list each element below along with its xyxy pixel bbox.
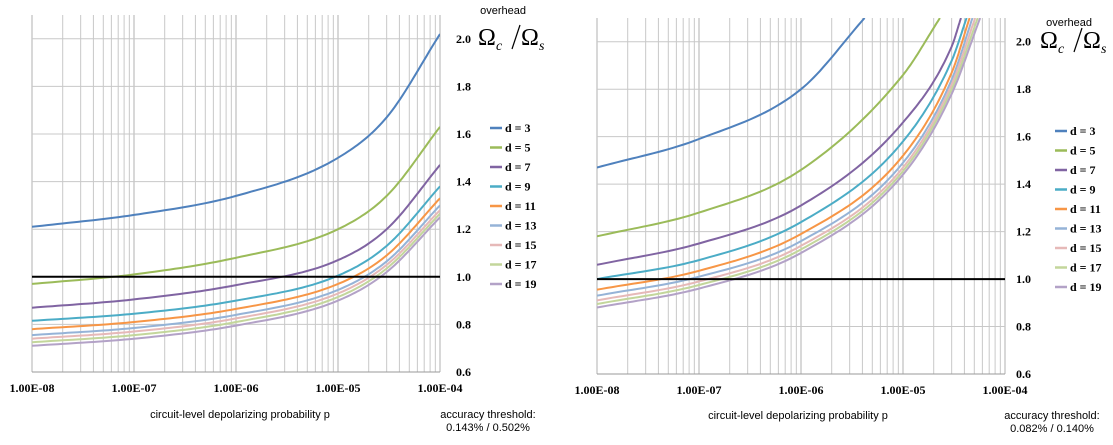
chart-panel-1: 0.6 0.8 1.0 1.2 1.4 1.6 1.8 2.0 1.00E-08 1.00E-07…: [10, 5, 546, 434]
omega-c-symbol: Ω: [478, 25, 496, 51]
threshold-label: accuracy threshold:: [1004, 410, 1099, 422]
series-line-d9: [597, 18, 968, 281]
y-tick-label: 1.8: [456, 79, 471, 93]
x-tick-label: 1.00E-08: [10, 381, 55, 395]
fraction-slash: [511, 24, 521, 50]
series-line-d13: [597, 18, 974, 297]
x-tick-label: 1.00E-06: [214, 381, 259, 395]
legend-entry: d = 11: [505, 199, 536, 213]
omega-c-subscript: c: [496, 39, 503, 54]
legend-entry: d = 7: [505, 160, 531, 174]
chart-panel-2: 0.6 0.8 1.0 1.2 1.4 1.6 1.8 2.0 1.00E-08 1.00E-07…: [575, 17, 1108, 435]
legend-entry: d = 5: [1070, 144, 1096, 158]
series-line-d11: [597, 18, 971, 291]
legend-entry: d = 9: [505, 180, 531, 194]
omega-s-symbol: Ω: [1083, 28, 1101, 54]
x-tick-label: 1.00E-05: [316, 381, 361, 395]
x-tick-label: 1.00E-04: [983, 383, 1028, 397]
y-axis-label-overhead: overhead: [480, 5, 526, 17]
legend: d = 3 d = 5 d = 7 d = 9 d = 11 d = 13 d = 15 d …: [490, 121, 537, 291]
omega-c-symbol: Ω: [1040, 28, 1058, 54]
x-axis-label: circuit-level depolarizing probability p: [708, 410, 888, 422]
grid-lines: [596, 18, 1006, 375]
threshold-values: 0.143% / 0.502%: [446, 422, 530, 434]
series-line-d3: [32, 33, 440, 228]
series-line-d3: [597, 18, 866, 169]
legend: d = 3 d = 5 d = 7 d = 9 d = 11 d = 13 d = 15 d …: [1055, 124, 1102, 294]
y-tick-label: 1.2: [1016, 225, 1031, 239]
series-line-d7: [597, 18, 962, 266]
x-tick-label: 1.00E-07: [112, 381, 157, 395]
series-group: [597, 18, 982, 309]
legend-entry: d = 17: [1070, 261, 1102, 275]
legend-entry: d = 19: [1070, 280, 1102, 294]
series-line-d17: [597, 18, 979, 305]
y-tick-label: 1.0: [456, 270, 471, 284]
threshold-values: 0.082% / 0.140%: [1010, 423, 1094, 435]
legend-entry: d = 3: [1070, 124, 1096, 138]
omega-s-subscript: s: [539, 39, 545, 54]
y-tick-label: 1.4: [1016, 177, 1031, 191]
legend-entry: d = 9: [1070, 183, 1096, 197]
y-tick-label: 2.0: [456, 32, 471, 46]
x-tick-label: 1.00E-08: [575, 383, 620, 397]
legend-entry: d = 19: [505, 277, 537, 291]
fraction-slash: [1073, 27, 1083, 53]
legend-entry: d = 11: [1070, 202, 1101, 216]
legend-entry: d = 15: [1070, 241, 1102, 255]
legend-entry: d = 13: [1070, 222, 1102, 236]
x-tick-label: 1.00E-05: [881, 383, 926, 397]
x-axis-label: circuit-level depolarizing probability p: [150, 409, 330, 421]
y-tick-label: 1.8: [1016, 82, 1031, 96]
omega-s-symbol: Ω: [521, 25, 539, 51]
omega-s-subscript: s: [1101, 42, 1107, 57]
legend-entry: d = 3: [505, 121, 531, 135]
threshold-label: accuracy threshold:: [440, 409, 535, 421]
series-line-d19: [597, 18, 982, 309]
legend-entry: d = 5: [505, 141, 531, 155]
y-tick-label: 0.6: [456, 365, 471, 379]
x-tick-label: 1.00E-04: [418, 381, 463, 395]
series-line-d15: [597, 18, 977, 302]
series-line-d13: [32, 204, 440, 337]
omega-c-subscript: c: [1058, 42, 1065, 57]
y-tick-label: 1.6: [456, 127, 471, 141]
y-tick-label: 0.6: [1016, 367, 1031, 381]
series-line-d19: [32, 216, 440, 347]
y-tick-label: 2.0: [1016, 35, 1031, 49]
y-tick-label: 1.6: [1016, 130, 1031, 144]
x-tick-label: 1.00E-07: [677, 383, 722, 397]
series-line-d9: [32, 185, 440, 322]
y-tick-label: 1.0: [1016, 272, 1031, 286]
y-tick-label: 0.8: [456, 317, 471, 331]
series-line-d5: [597, 18, 941, 238]
y-tick-label: 1.2: [456, 222, 471, 236]
series-line-d15: [32, 209, 440, 340]
y-tick-label: 0.8: [1016, 320, 1031, 334]
series-line-d11: [32, 197, 440, 331]
y-axis-label-overhead: overhead: [1046, 17, 1092, 29]
legend-entry: d = 15: [505, 238, 537, 252]
series-group: [32, 33, 440, 347]
x-tick-label: 1.00E-06: [779, 383, 824, 397]
legend-entry: d = 7: [1070, 163, 1096, 177]
legend-entry: d = 13: [505, 219, 537, 233]
y-tick-label: 1.4: [456, 175, 471, 189]
series-line-d17: [32, 213, 440, 344]
legend-entry: d = 17: [505, 258, 537, 272]
